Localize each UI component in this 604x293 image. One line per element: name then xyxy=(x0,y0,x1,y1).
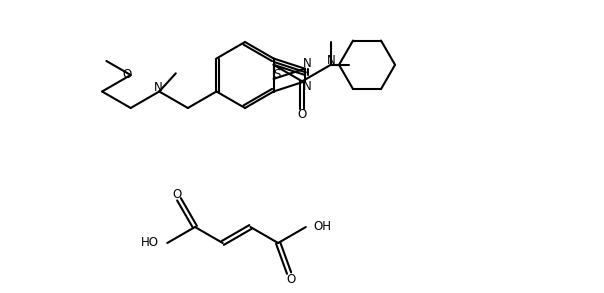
Text: S: S xyxy=(273,68,280,81)
Text: O: O xyxy=(172,188,182,201)
Text: N: N xyxy=(154,81,162,94)
Text: N: N xyxy=(303,57,311,70)
Text: N: N xyxy=(327,54,336,67)
Text: O: O xyxy=(298,108,307,121)
Text: N: N xyxy=(303,80,311,93)
Text: HO: HO xyxy=(141,236,159,250)
Text: O: O xyxy=(122,67,131,81)
Text: OH: OH xyxy=(314,221,332,234)
Text: O: O xyxy=(286,272,296,286)
